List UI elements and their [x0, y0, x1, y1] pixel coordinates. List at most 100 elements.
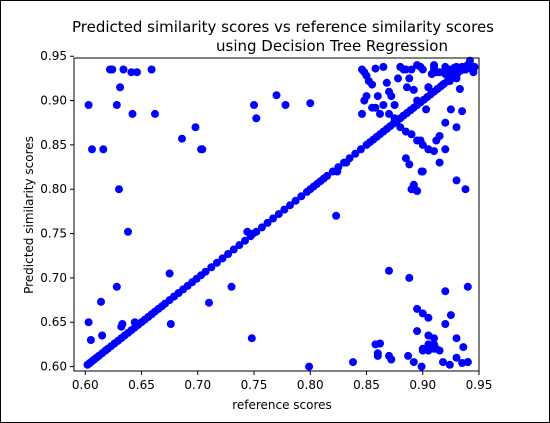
data-point — [373, 92, 382, 101]
data-point — [452, 353, 461, 362]
data-point — [452, 123, 461, 132]
data-point — [424, 313, 433, 322]
data-point — [130, 318, 139, 327]
data-point — [455, 85, 464, 93]
data-point — [413, 187, 422, 195]
data-point — [269, 214, 278, 223]
x-tick-label: 0.70 — [184, 378, 211, 392]
data-point — [178, 134, 186, 143]
data-point — [257, 223, 266, 232]
data-point — [401, 154, 410, 163]
data-point — [441, 145, 450, 154]
data-point — [461, 185, 470, 194]
data-point — [99, 145, 108, 154]
data-point — [165, 269, 174, 278]
data-point — [390, 101, 399, 109]
scatter-points — [83, 56, 479, 371]
x-tick-label: 0.85 — [353, 378, 380, 392]
data-point — [446, 105, 455, 114]
data-point — [212, 258, 221, 267]
data-point — [280, 205, 289, 214]
data-point — [463, 282, 472, 291]
data-point — [224, 250, 233, 258]
x-tick-label: 0.80 — [297, 378, 324, 392]
data-point — [452, 74, 461, 83]
data-point — [379, 62, 388, 71]
data-point — [250, 101, 258, 109]
chart-title-line-2: using Decision Tree Regression — [216, 37, 448, 55]
data-point — [198, 145, 207, 154]
data-point — [445, 360, 454, 369]
data-point — [286, 201, 294, 210]
data-point — [84, 318, 93, 327]
data-point — [409, 180, 418, 189]
data-point — [108, 65, 117, 74]
data-point — [432, 136, 441, 145]
data-point — [430, 344, 438, 353]
data-point — [439, 80, 447, 89]
data-point — [405, 160, 414, 169]
y-tick-label: 0.75 — [40, 227, 67, 241]
y-tick-label: 0.95 — [40, 49, 67, 63]
y-tick-label: 0.70 — [40, 271, 67, 285]
data-point — [88, 145, 96, 154]
x-tick-label: 0.90 — [409, 378, 436, 392]
data-point — [368, 103, 377, 112]
data-point — [115, 185, 123, 194]
y-axis-ticks: 0.60 0.65 0.70 0.75 0.80 0.85 0.90 0.95 — [40, 49, 74, 374]
data-point — [151, 109, 159, 118]
data-point — [418, 65, 427, 74]
data-point — [401, 65, 410, 74]
data-point — [387, 92, 396, 101]
data-point — [373, 351, 382, 360]
data-point — [349, 358, 357, 367]
data-point — [291, 196, 300, 205]
data-point — [450, 63, 459, 72]
y-tick-label: 0.80 — [40, 182, 67, 196]
data-point — [127, 68, 136, 77]
data-point — [207, 263, 216, 272]
data-point — [405, 74, 414, 83]
data-point — [297, 192, 306, 201]
data-point — [382, 78, 391, 87]
x-tick-label: 0.95 — [466, 378, 493, 392]
data-point — [235, 241, 244, 250]
data-point — [418, 309, 427, 318]
data-point — [424, 83, 433, 92]
data-point — [274, 210, 283, 219]
data-point — [435, 158, 444, 167]
data-point — [413, 61, 422, 70]
data-point — [323, 171, 332, 180]
data-point — [407, 130, 416, 139]
data-point — [229, 245, 238, 254]
data-point — [84, 101, 93, 109]
data-point — [394, 74, 402, 83]
data-point — [124, 227, 132, 236]
data-point — [86, 336, 95, 344]
data-point — [432, 68, 441, 77]
data-point — [376, 109, 384, 118]
data-point — [201, 267, 210, 276]
data-point — [385, 266, 393, 275]
data-point — [368, 80, 377, 89]
data-point — [452, 334, 461, 343]
data-point — [128, 109, 137, 118]
data-point — [458, 107, 467, 116]
data-point — [98, 331, 107, 340]
data-point — [97, 297, 105, 306]
data-point — [133, 68, 141, 77]
data-point — [342, 158, 351, 167]
data-point — [333, 167, 342, 176]
data-point — [305, 362, 314, 371]
data-point — [413, 327, 422, 336]
data-point — [147, 65, 156, 74]
data-point — [422, 105, 431, 114]
data-point — [446, 311, 455, 320]
data-point — [417, 362, 426, 371]
data-point — [404, 351, 413, 360]
data-point — [118, 320, 127, 328]
data-point — [441, 320, 450, 328]
data-point — [409, 85, 418, 94]
data-point — [430, 61, 438, 70]
data-point — [390, 114, 399, 123]
